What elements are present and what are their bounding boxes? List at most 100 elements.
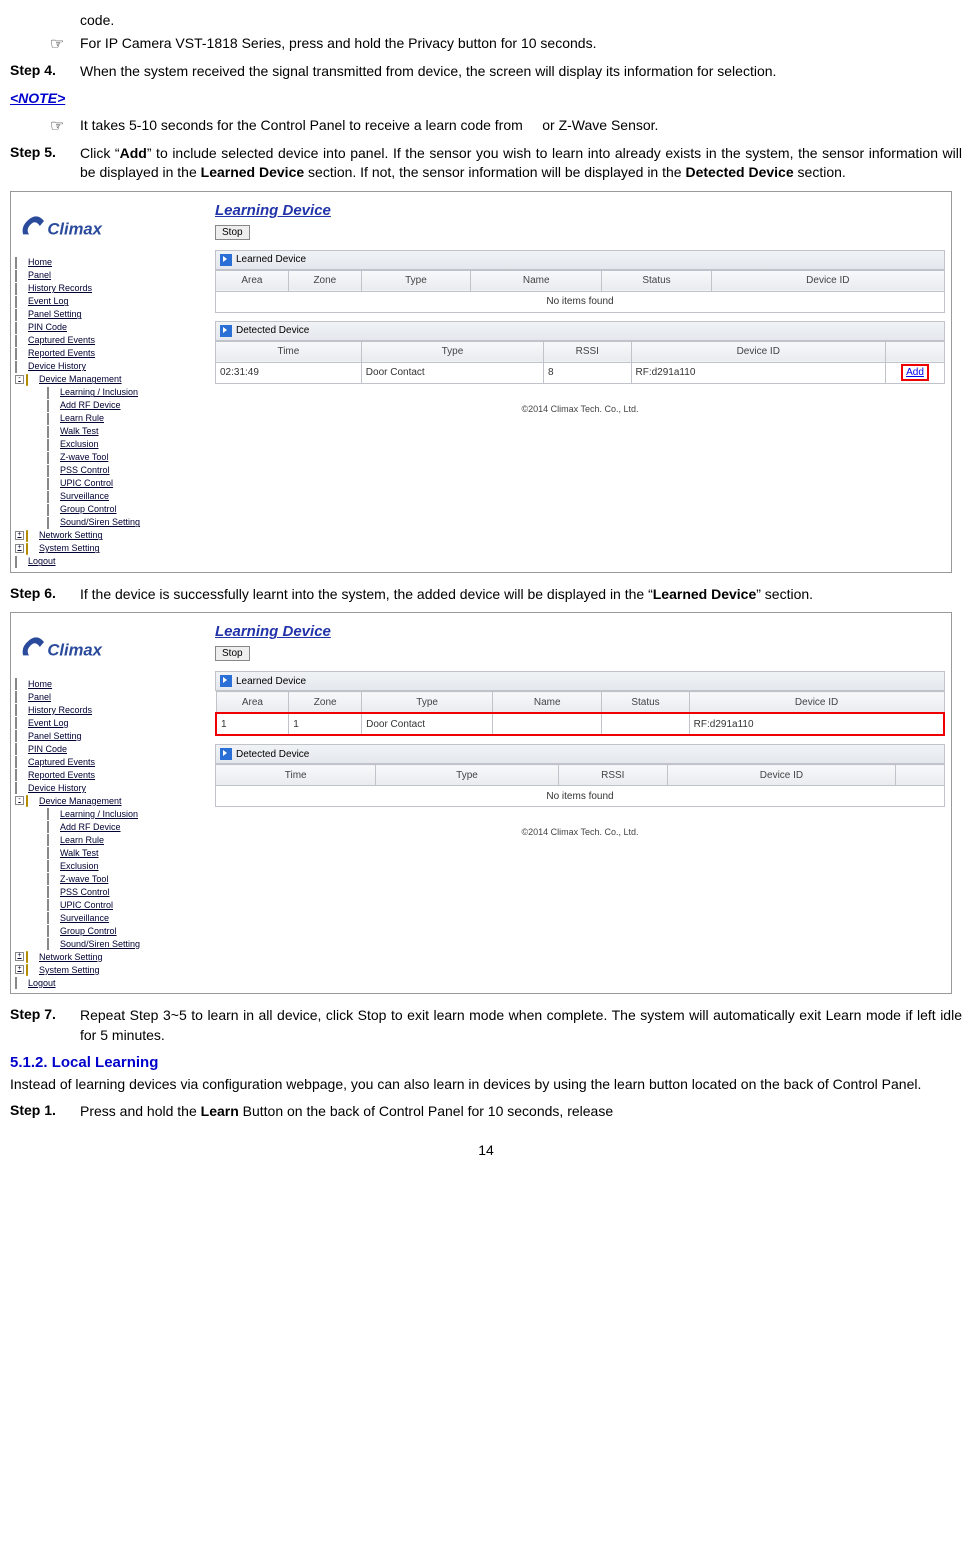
col-time: Time (216, 765, 376, 786)
step6-part: If the device is successfully learnt int… (80, 586, 653, 602)
no-items-detected: No items found (216, 786, 945, 807)
sidebar-item-history[interactable]: History Records (13, 282, 183, 295)
sidebar-item-surveillance[interactable]: Surveillance (13, 490, 183, 503)
add-link[interactable]: Add (906, 367, 924, 378)
learned-device-table: Area Zone Type Name Status Device ID No … (215, 270, 945, 313)
arrow-icon (220, 748, 232, 760)
step-7-label: Step 7. (10, 1006, 80, 1045)
sidebar-item-network[interactable]: +Network Setting (13, 950, 183, 963)
detected-device-header: Detected Device (215, 744, 945, 764)
logo: Climax (13, 196, 183, 256)
sidebar-item-history[interactable]: History Records (13, 703, 183, 716)
sidebar-item-upic[interactable]: UPIC Control (13, 477, 183, 490)
sidebar-item-captured[interactable]: Captured Events (13, 755, 183, 768)
sidebar-item-pss[interactable]: PSS Control (13, 885, 183, 898)
copyright: ©2014 Climax Tech. Co., Ltd. (215, 404, 945, 414)
bullet-pointer-icon: ☞ (50, 34, 80, 54)
sidebar-item-learning[interactable]: Learning / Inclusion (13, 807, 183, 820)
sidebar-item-captured[interactable]: Captured Events (13, 334, 183, 347)
arrow-icon (220, 254, 232, 266)
col-type: Type (376, 765, 558, 786)
col-area: Area (216, 270, 289, 291)
note-bullet: ☞ It takes 5-10 seconds for the Control … (50, 116, 962, 136)
col-type: Type (362, 692, 493, 714)
sidebar-item-sound[interactable]: Sound/Siren Setting (13, 516, 183, 529)
sidebar-item-pin-code[interactable]: PIN Code (13, 742, 183, 755)
step5-part: section. (794, 164, 846, 180)
sidebar: Climax Home Panel History Records Event … (11, 613, 185, 993)
sidebar-item-panel[interactable]: Panel (13, 690, 183, 703)
learned-device-table: Area Zone Type Name Status Device ID 1 1… (215, 691, 945, 736)
sidebar-item-reported[interactable]: Reported Events (13, 768, 183, 781)
sidebar-item-zwave[interactable]: Z-wave Tool (13, 872, 183, 885)
step5-learned-bold: Learned Device (201, 164, 305, 180)
note-label: <NOTE> (10, 90, 962, 106)
sidebar-item-sound[interactable]: Sound/Siren Setting (13, 937, 183, 950)
step-4-text: When the system received the signal tran… (80, 62, 962, 82)
detected-row: 02:31:49 Door Contact 8 RF:d291a110 Add (216, 362, 945, 383)
note-bullet-text: It takes 5-10 seconds for the Control Pa… (80, 116, 962, 136)
stop-button[interactable]: Stop (215, 225, 250, 240)
step-5-text: Click “Add” to include selected device i… (80, 144, 962, 183)
sidebar-item-device-history[interactable]: Device History (13, 781, 183, 794)
col-action (896, 765, 945, 786)
learning-device-title: Learning Device (215, 202, 945, 219)
sidebar: Climax Home Panel History Records Event … (11, 192, 185, 572)
sidebar-item-device-history[interactable]: Device History (13, 360, 183, 373)
sidebar-item-add-rf[interactable]: Add RF Device (13, 820, 183, 833)
sidebar-item-reported[interactable]: Reported Events (13, 347, 183, 360)
sidebar-item-zwave[interactable]: Z-wave Tool (13, 451, 183, 464)
sidebar-item-learn-rule[interactable]: Learn Rule (13, 412, 183, 425)
step-7: Step 7. Repeat Step 3~5 to learn in all … (10, 1006, 962, 1045)
step5-add-bold: Add (120, 145, 147, 161)
col-type: Type (361, 341, 543, 362)
col-device-id: Device ID (667, 765, 895, 786)
learning-device-title: Learning Device (215, 623, 945, 640)
col-zone: Zone (288, 270, 361, 291)
sidebar-item-logout[interactable]: Logout (13, 976, 183, 989)
sidebar-item-device-mgmt[interactable]: -Device Management (13, 373, 183, 386)
step-6-label: Step 6. (10, 585, 80, 605)
sidebar-item-learn-rule[interactable]: Learn Rule (13, 833, 183, 846)
sidebar-item-network[interactable]: +Network Setting (13, 529, 183, 542)
col-zone: Zone (289, 692, 362, 714)
sidebar-item-group[interactable]: Group Control (13, 924, 183, 937)
step6-learned-bold: Learned Device (653, 586, 757, 602)
sidebar-item-group[interactable]: Group Control (13, 503, 183, 516)
cell-zone: 1 (289, 713, 362, 735)
stop-button[interactable]: Stop (215, 646, 250, 661)
sidebar-item-walk-test[interactable]: Walk Test (13, 846, 183, 859)
sidebar-item-panel-setting[interactable]: Panel Setting (13, 308, 183, 321)
cell-status (602, 713, 689, 735)
sidebar-item-upic[interactable]: UPIC Control (13, 898, 183, 911)
sidebar-item-add-rf[interactable]: Add RF Device (13, 399, 183, 412)
step5-part: Click “ (80, 145, 120, 161)
logo-text: Climax (47, 219, 102, 238)
sidebar-item-exclusion[interactable]: Exclusion (13, 438, 183, 451)
sidebar-item-system[interactable]: +System Setting (13, 963, 183, 976)
sidebar-item-learning[interactable]: Learning / Inclusion (13, 386, 183, 399)
no-items-learned: No items found (216, 291, 945, 312)
sidebar-item-device-mgmt[interactable]: -Device Management (13, 794, 183, 807)
sidebar-item-system[interactable]: +System Setting (13, 542, 183, 555)
sidebar-item-pss[interactable]: PSS Control (13, 464, 183, 477)
step1b-part: Press and hold the (80, 1103, 201, 1119)
detected-device-table: Time Type RSSI Device ID No items found (215, 764, 945, 807)
detected-device-header: Detected Device (215, 321, 945, 341)
sidebar-item-panel-setting[interactable]: Panel Setting (13, 729, 183, 742)
step-6-text: If the device is successfully learnt int… (80, 585, 962, 605)
sidebar-item-walk-test[interactable]: Walk Test (13, 425, 183, 438)
sidebar-item-panel[interactable]: Panel (13, 269, 183, 282)
sidebar-item-home[interactable]: Home (13, 256, 183, 269)
learned-row: 1 1 Door Contact RF:d291a110 (216, 713, 944, 735)
sidebar-item-pin-code[interactable]: PIN Code (13, 321, 183, 334)
sidebar-item-surveillance[interactable]: Surveillance (13, 911, 183, 924)
sidebar-item-logout[interactable]: Logout (13, 555, 183, 568)
step-6: Step 6. If the device is successfully le… (10, 585, 962, 605)
sidebar-item-home[interactable]: Home (13, 677, 183, 690)
sidebar-item-exclusion[interactable]: Exclusion (13, 859, 183, 872)
sidebar-item-event-log[interactable]: Event Log (13, 716, 183, 729)
step5-detected-bold: Detected Device (685, 164, 793, 180)
step-1b-text: Press and hold the Learn Button on the b… (80, 1102, 962, 1122)
sidebar-item-event-log[interactable]: Event Log (13, 295, 183, 308)
